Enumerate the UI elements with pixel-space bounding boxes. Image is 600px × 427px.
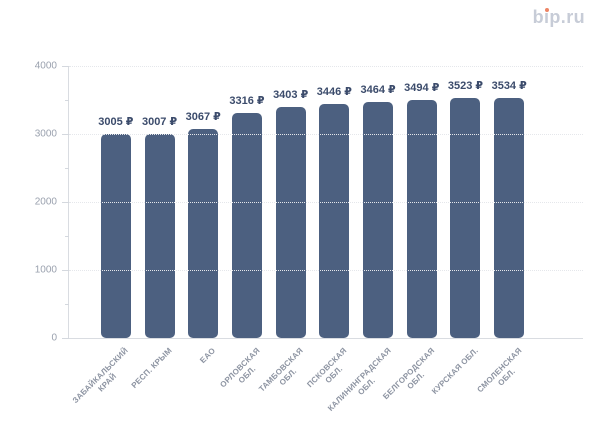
y-tick-label: 1000 bbox=[34, 264, 57, 276]
bar-slot: 3446 ₽ bbox=[313, 66, 357, 338]
gridline bbox=[69, 202, 583, 203]
y-tick-mark bbox=[62, 270, 69, 271]
gridline bbox=[69, 66, 583, 67]
bar-value-label: 3523 ₽ bbox=[447, 80, 484, 92]
brand-logo: bı p.ru bbox=[533, 8, 585, 26]
bar-slot: 3403 ₽ bbox=[269, 66, 313, 338]
bar bbox=[406, 100, 437, 338]
plot-area: 3005 ₽ 3007 ₽ 3067 ₽ 3316 ₽ 3403 ₽ 3446 ₽ 3464… bbox=[35, 61, 583, 413]
bar-value-label: 3464 ₽ bbox=[360, 84, 396, 96]
bar-slot: 3005 ₽ bbox=[94, 66, 138, 338]
x-category-label: РЕСП. КРЫМ bbox=[129, 346, 174, 391]
logo-letter: p bbox=[549, 7, 561, 27]
bar bbox=[144, 134, 175, 338]
bar bbox=[231, 113, 262, 338]
bar-slot: 3464 ₽ bbox=[356, 66, 400, 338]
logo-letter-i: ı bbox=[543, 7, 550, 27]
logo-letter: . bbox=[560, 7, 567, 27]
x-category-label: СМОЛЕНСКАЯ ОБЛ. bbox=[475, 346, 524, 395]
bar bbox=[363, 102, 394, 338]
bar bbox=[188, 129, 219, 338]
bar-value-label: 3067 ₽ bbox=[185, 111, 221, 123]
y-tick-mark bbox=[62, 134, 69, 135]
gridline bbox=[69, 134, 583, 135]
x-category-label: ТАМБОВСКАЯ ОБЛ. bbox=[257, 346, 306, 394]
bar-slot: 3534 ₽ bbox=[487, 66, 531, 338]
y-tick-label: 0 bbox=[51, 332, 57, 344]
bar-slot: 3494 ₽ bbox=[400, 66, 444, 338]
bar-value-label: 3005 ₽ bbox=[98, 116, 134, 128]
bar-value-label: 3403 ₽ bbox=[273, 89, 309, 101]
bar-value-label: 3007 ₽ bbox=[141, 116, 178, 128]
y-minor-tick-mark bbox=[65, 168, 69, 169]
x-category-label: ЕАО bbox=[198, 346, 218, 365]
y-tick-label: 4000 bbox=[34, 60, 57, 72]
y-tick-label: 2000 bbox=[34, 196, 57, 208]
bar-slot: 3316 ₽ bbox=[225, 66, 269, 338]
y-minor-tick-mark bbox=[65, 304, 69, 305]
logo-letter: u bbox=[573, 7, 585, 27]
bar-slot: 3007 ₽ bbox=[138, 66, 182, 338]
y-tick-mark bbox=[62, 202, 69, 203]
y-minor-tick-mark bbox=[65, 236, 69, 237]
bar bbox=[275, 107, 306, 338]
logo-letter: b bbox=[532, 7, 544, 27]
y-tick-label: 3000 bbox=[34, 128, 57, 140]
y-tick-mark bbox=[62, 66, 69, 67]
y-tick-mark bbox=[62, 338, 69, 339]
bar bbox=[450, 98, 481, 338]
bar bbox=[494, 98, 525, 338]
bar-value-label: 3446 ₽ bbox=[316, 86, 352, 98]
bar bbox=[100, 134, 131, 338]
logo-orange-dot-icon bbox=[544, 8, 549, 12]
x-category-label: ЗАБАЙКАЛЬСКИЙ КРАЙ bbox=[71, 346, 131, 406]
gridline bbox=[69, 270, 583, 271]
y-minor-tick-mark bbox=[65, 100, 69, 101]
bars-container: 3005 ₽ 3007 ₽ 3067 ₽ 3316 ₽ 3403 ₽ 3446 ₽ 3464… bbox=[94, 66, 531, 338]
bar-value-label: 3316 ₽ bbox=[229, 95, 265, 107]
bar bbox=[319, 104, 350, 338]
bar-value-label: 3534 ₽ bbox=[491, 80, 527, 92]
bar-value-label: 3494 ₽ bbox=[404, 82, 440, 94]
logo-letter: r bbox=[566, 7, 574, 27]
bar-slot: 3523 ₽ bbox=[444, 66, 488, 338]
bar-slot: 3067 ₽ bbox=[181, 66, 225, 338]
